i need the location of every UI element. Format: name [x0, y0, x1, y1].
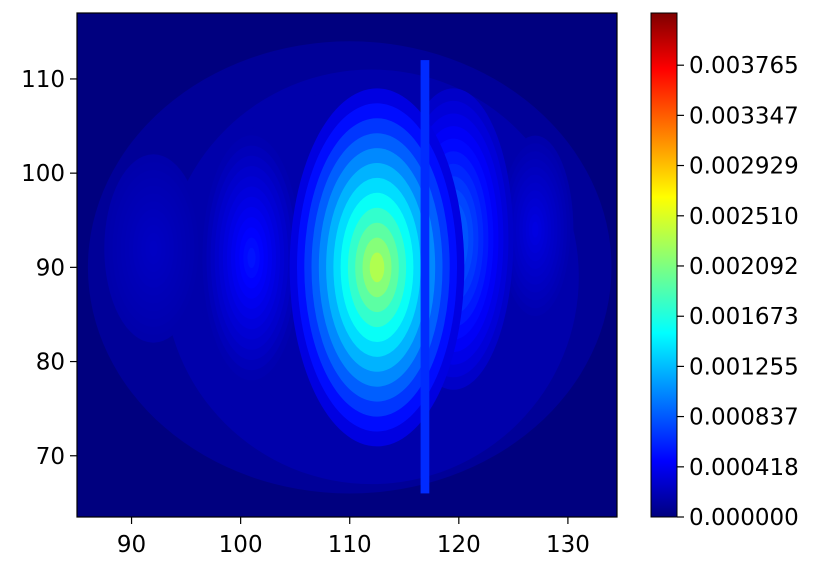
colorbar-tick-label: 0.001673 — [689, 304, 799, 330]
contour-fill — [87, 41, 612, 494]
x-tick-label: 90 — [117, 532, 146, 558]
contour-level — [247, 247, 256, 269]
contour-level — [532, 221, 539, 238]
colorbar — [651, 13, 677, 517]
x-tick-label: 120 — [437, 532, 481, 558]
colorbar-tick-label: 0.003347 — [689, 103, 799, 129]
x-tick-label: 130 — [546, 532, 590, 558]
y-tick-label: 100 — [21, 161, 65, 187]
colorbar-tick-label: 0.001255 — [689, 354, 799, 380]
contour-level — [369, 252, 385, 283]
plot-frame — [76, 12, 618, 518]
y-tick-label: 90 — [36, 255, 65, 281]
contour-discontinuity — [420, 60, 430, 494]
colorbar-ticks: 0.000000 0.000418 0.000837 0.001255 0.001673… — [677, 53, 799, 531]
y-tick-label: 70 — [36, 444, 65, 470]
y-tick-label: 110 — [21, 67, 65, 93]
plot-area — [77, 13, 617, 517]
contour-level — [149, 240, 158, 257]
x-axis: 90 100 110 120 130 — [117, 517, 590, 558]
x-tick-label: 100 — [219, 532, 263, 558]
colorbar-tick-label: 0.000837 — [689, 405, 799, 431]
colorbar-tick-label: 0.000418 — [689, 455, 799, 481]
y-tick-label: 80 — [36, 350, 65, 376]
x-tick-label: 110 — [328, 532, 372, 558]
colorbar-tick-label: 0.003765 — [689, 53, 799, 79]
colorbar-frame — [650, 12, 678, 518]
colorbar-tick-label: 0.002092 — [689, 254, 799, 280]
colorbar-tick-label: 0.000000 — [689, 505, 799, 531]
colorbar-tick-label: 0.002510 — [689, 204, 799, 230]
colorbar-tick-label: 0.002929 — [689, 154, 799, 180]
y-axis: 70 80 90 100 110 — [21, 67, 77, 470]
